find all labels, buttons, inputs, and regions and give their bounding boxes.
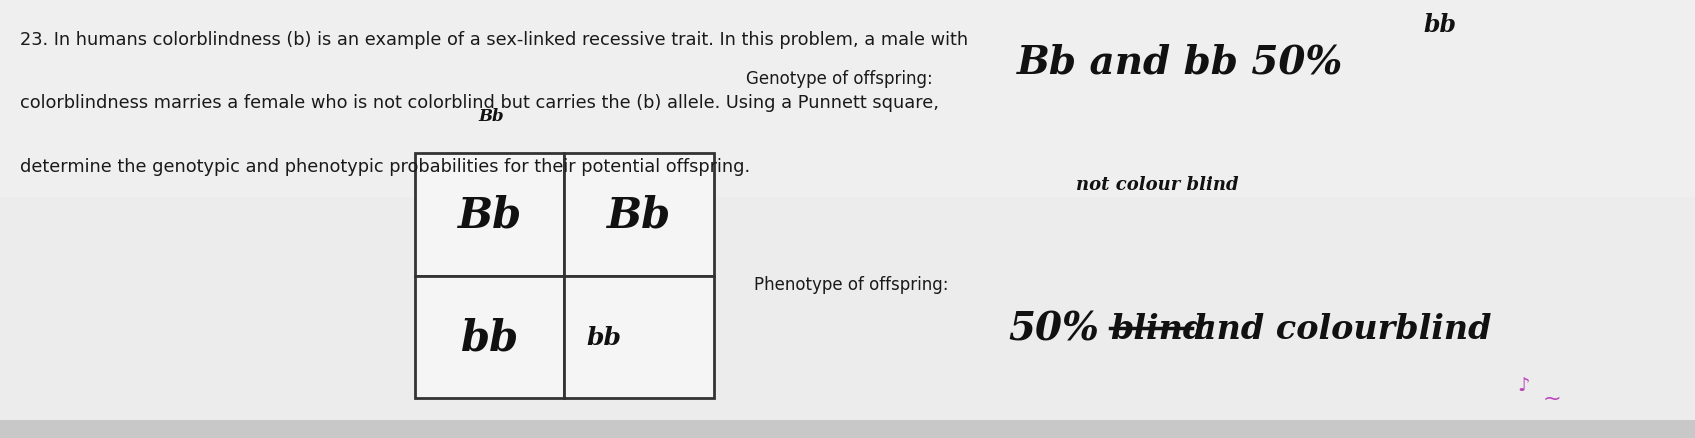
Text: Bb and bb 50%: Bb and bb 50% <box>1017 44 1344 82</box>
Text: Bb: Bb <box>478 107 503 124</box>
Text: and colourblind: and colourblind <box>1195 312 1492 345</box>
Text: bb: bb <box>1424 13 1456 37</box>
Text: Bb: Bb <box>458 194 522 236</box>
Text: bb: bb <box>586 325 622 349</box>
Text: colorblindness marries a female who is not colorblind but carries the (b) allele: colorblindness marries a female who is n… <box>20 94 939 112</box>
Bar <box>0 0 1695 197</box>
Text: bb: bb <box>461 316 519 358</box>
Text: 50%: 50% <box>1009 310 1100 347</box>
Bar <box>564 276 714 399</box>
Text: Bb: Bb <box>607 194 671 236</box>
Text: determine the genotypic and phenotypic probabilities for their potential offspri: determine the genotypic and phenotypic p… <box>20 158 751 176</box>
Text: blind: blind <box>1110 312 1207 345</box>
Bar <box>564 153 714 276</box>
Text: ~: ~ <box>1542 387 1561 407</box>
Text: Genotype of offspring:: Genotype of offspring: <box>746 70 932 88</box>
Bar <box>415 153 564 276</box>
Text: 23. In humans colorblindness (b) is an example of a sex-linked recessive trait. : 23. In humans colorblindness (b) is an e… <box>20 31 968 49</box>
Text: ♪: ♪ <box>1517 375 1529 394</box>
Bar <box>415 276 564 399</box>
Text: Phenotype of offspring:: Phenotype of offspring: <box>754 276 949 294</box>
Text: not colour blind: not colour blind <box>1076 175 1239 193</box>
